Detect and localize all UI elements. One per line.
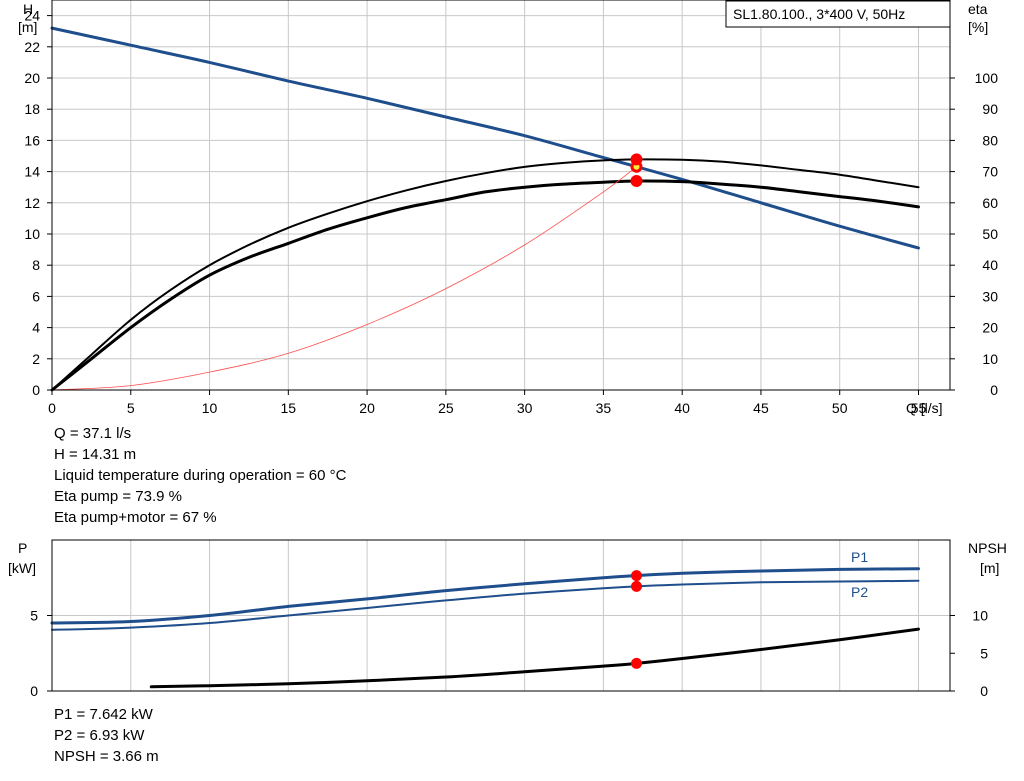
eta-tick-label: 90 xyxy=(982,101,998,117)
eta-tick-label: 100 xyxy=(975,70,999,86)
power-point-marker xyxy=(630,657,642,669)
head-tick-label: 24 xyxy=(24,8,40,24)
eta-tick-label: 20 xyxy=(982,320,998,336)
eta-axis-unit: [%] xyxy=(968,19,988,35)
axis-ticks: 0 5 10 15 20 25 30 35 40 45 50 55024681012141618202… xyxy=(24,8,998,699)
operating-point-center xyxy=(633,163,640,170)
bottom-chart-grid xyxy=(52,540,950,691)
system-curve xyxy=(51,166,637,391)
power-point-info: P1 = 7.642 kW P2 = 6.93 kW NPSH = 3.66 m xyxy=(54,704,159,767)
x-axis-label: Q [l/s] xyxy=(906,400,943,416)
x-tick-label: 35 xyxy=(596,400,612,416)
power-axis-unit: [kW] xyxy=(8,560,36,576)
p1-curve xyxy=(50,567,920,625)
liquid-temperature-value: Liquid temperature during operation = 60… xyxy=(54,467,347,484)
bottom-chart-curves xyxy=(50,567,920,689)
eta-tick-label: 0 xyxy=(990,382,998,398)
x-tick-label: 25 xyxy=(438,400,454,416)
x-tick-label: 0 xyxy=(48,400,56,416)
p2-curve xyxy=(51,579,920,631)
operating-point-marker xyxy=(630,153,643,166)
x-tick-label: 20 xyxy=(359,400,375,416)
head-tick-label: 0 xyxy=(32,382,40,398)
eta-tick-label: 50 xyxy=(982,226,998,242)
p2-legend-label: P2 xyxy=(851,584,868,600)
x-tick-label: 10 xyxy=(202,400,218,416)
npsh-axis-title: NPSH xyxy=(968,540,1007,556)
operating-point-markers xyxy=(630,153,643,669)
npsh-tick-label: 5 xyxy=(980,645,988,661)
head-tick-label: 16 xyxy=(24,132,40,148)
head-tick-label: 14 xyxy=(24,164,40,180)
operating-point-marker xyxy=(630,174,643,187)
power-tick-label: 0 xyxy=(30,683,38,699)
head-tick-label: 6 xyxy=(32,288,40,304)
head-tick-label: 22 xyxy=(24,39,40,55)
eta-tick-label: 40 xyxy=(982,257,998,273)
head-curve xyxy=(50,26,920,250)
head-tick-label: 4 xyxy=(32,320,40,336)
power-point-marker xyxy=(630,570,642,582)
npsh-axis-unit: [m] xyxy=(980,560,999,576)
top-chart-frame xyxy=(51,0,951,391)
power-tick-label: 5 xyxy=(30,608,38,624)
h-value: H = 14.31 m xyxy=(54,446,137,463)
eta-tick-label: 10 xyxy=(982,351,998,367)
eta-tick-label: 60 xyxy=(982,195,998,211)
eta-pump-motor-curve xyxy=(50,179,920,392)
power-axis-title: P xyxy=(18,540,27,556)
x-tick-label: 45 xyxy=(753,400,769,416)
head-axis-unit: [m] xyxy=(18,19,37,35)
x-tick-label: 5 xyxy=(127,400,135,416)
npsh-tick-label: 10 xyxy=(972,608,988,624)
p1-legend-label: P1 xyxy=(851,549,868,565)
npsh-value: NPSH = 3.66 m xyxy=(54,748,159,765)
x-tick-label: 40 xyxy=(674,400,690,416)
head-tick-label: 18 xyxy=(24,101,40,117)
p1-value: P1 = 7.642 kW xyxy=(54,706,153,723)
head-tick-label: 2 xyxy=(32,351,40,367)
x-tick-label: 55 xyxy=(911,400,927,416)
npsh-curve xyxy=(149,627,920,689)
x-tick-label: 30 xyxy=(517,400,533,416)
head-tick-label: 20 xyxy=(24,70,40,86)
pump-title: SL1.80.100., 3*400 V, 50Hz xyxy=(733,6,905,22)
x-tick-label: 15 xyxy=(281,400,297,416)
eta-pump-motor-value: Eta pump+motor = 67 % xyxy=(54,509,217,526)
head-axis-title: H xyxy=(23,1,33,17)
eta-axis-title: eta xyxy=(968,1,988,17)
eta-pump-value: Eta pump = 73.9 % xyxy=(54,488,182,505)
eta-tick-label: 30 xyxy=(982,288,998,304)
npsh-tick-label: 0 xyxy=(980,683,988,699)
head-tick-label: 12 xyxy=(24,195,40,211)
eta-tick-label: 80 xyxy=(982,132,998,148)
head-tick-label: 8 xyxy=(32,257,40,273)
pump-title-box xyxy=(725,0,951,28)
p2-value: P2 = 6.93 kW xyxy=(54,727,145,744)
top-chart-curves xyxy=(50,26,920,392)
head-tick-label: 10 xyxy=(24,226,40,242)
x-tick-label: 50 xyxy=(832,400,848,416)
operating-point-info: Q = 37.1 l/s H = 14.31 m Liquid temperat… xyxy=(54,423,346,528)
eta-tick-label: 70 xyxy=(982,164,998,180)
eta-pump-curve xyxy=(51,158,920,391)
q-value: Q = 37.1 l/s xyxy=(54,425,132,442)
power-point-marker xyxy=(630,580,642,592)
bottom-chart-frame xyxy=(51,539,951,692)
